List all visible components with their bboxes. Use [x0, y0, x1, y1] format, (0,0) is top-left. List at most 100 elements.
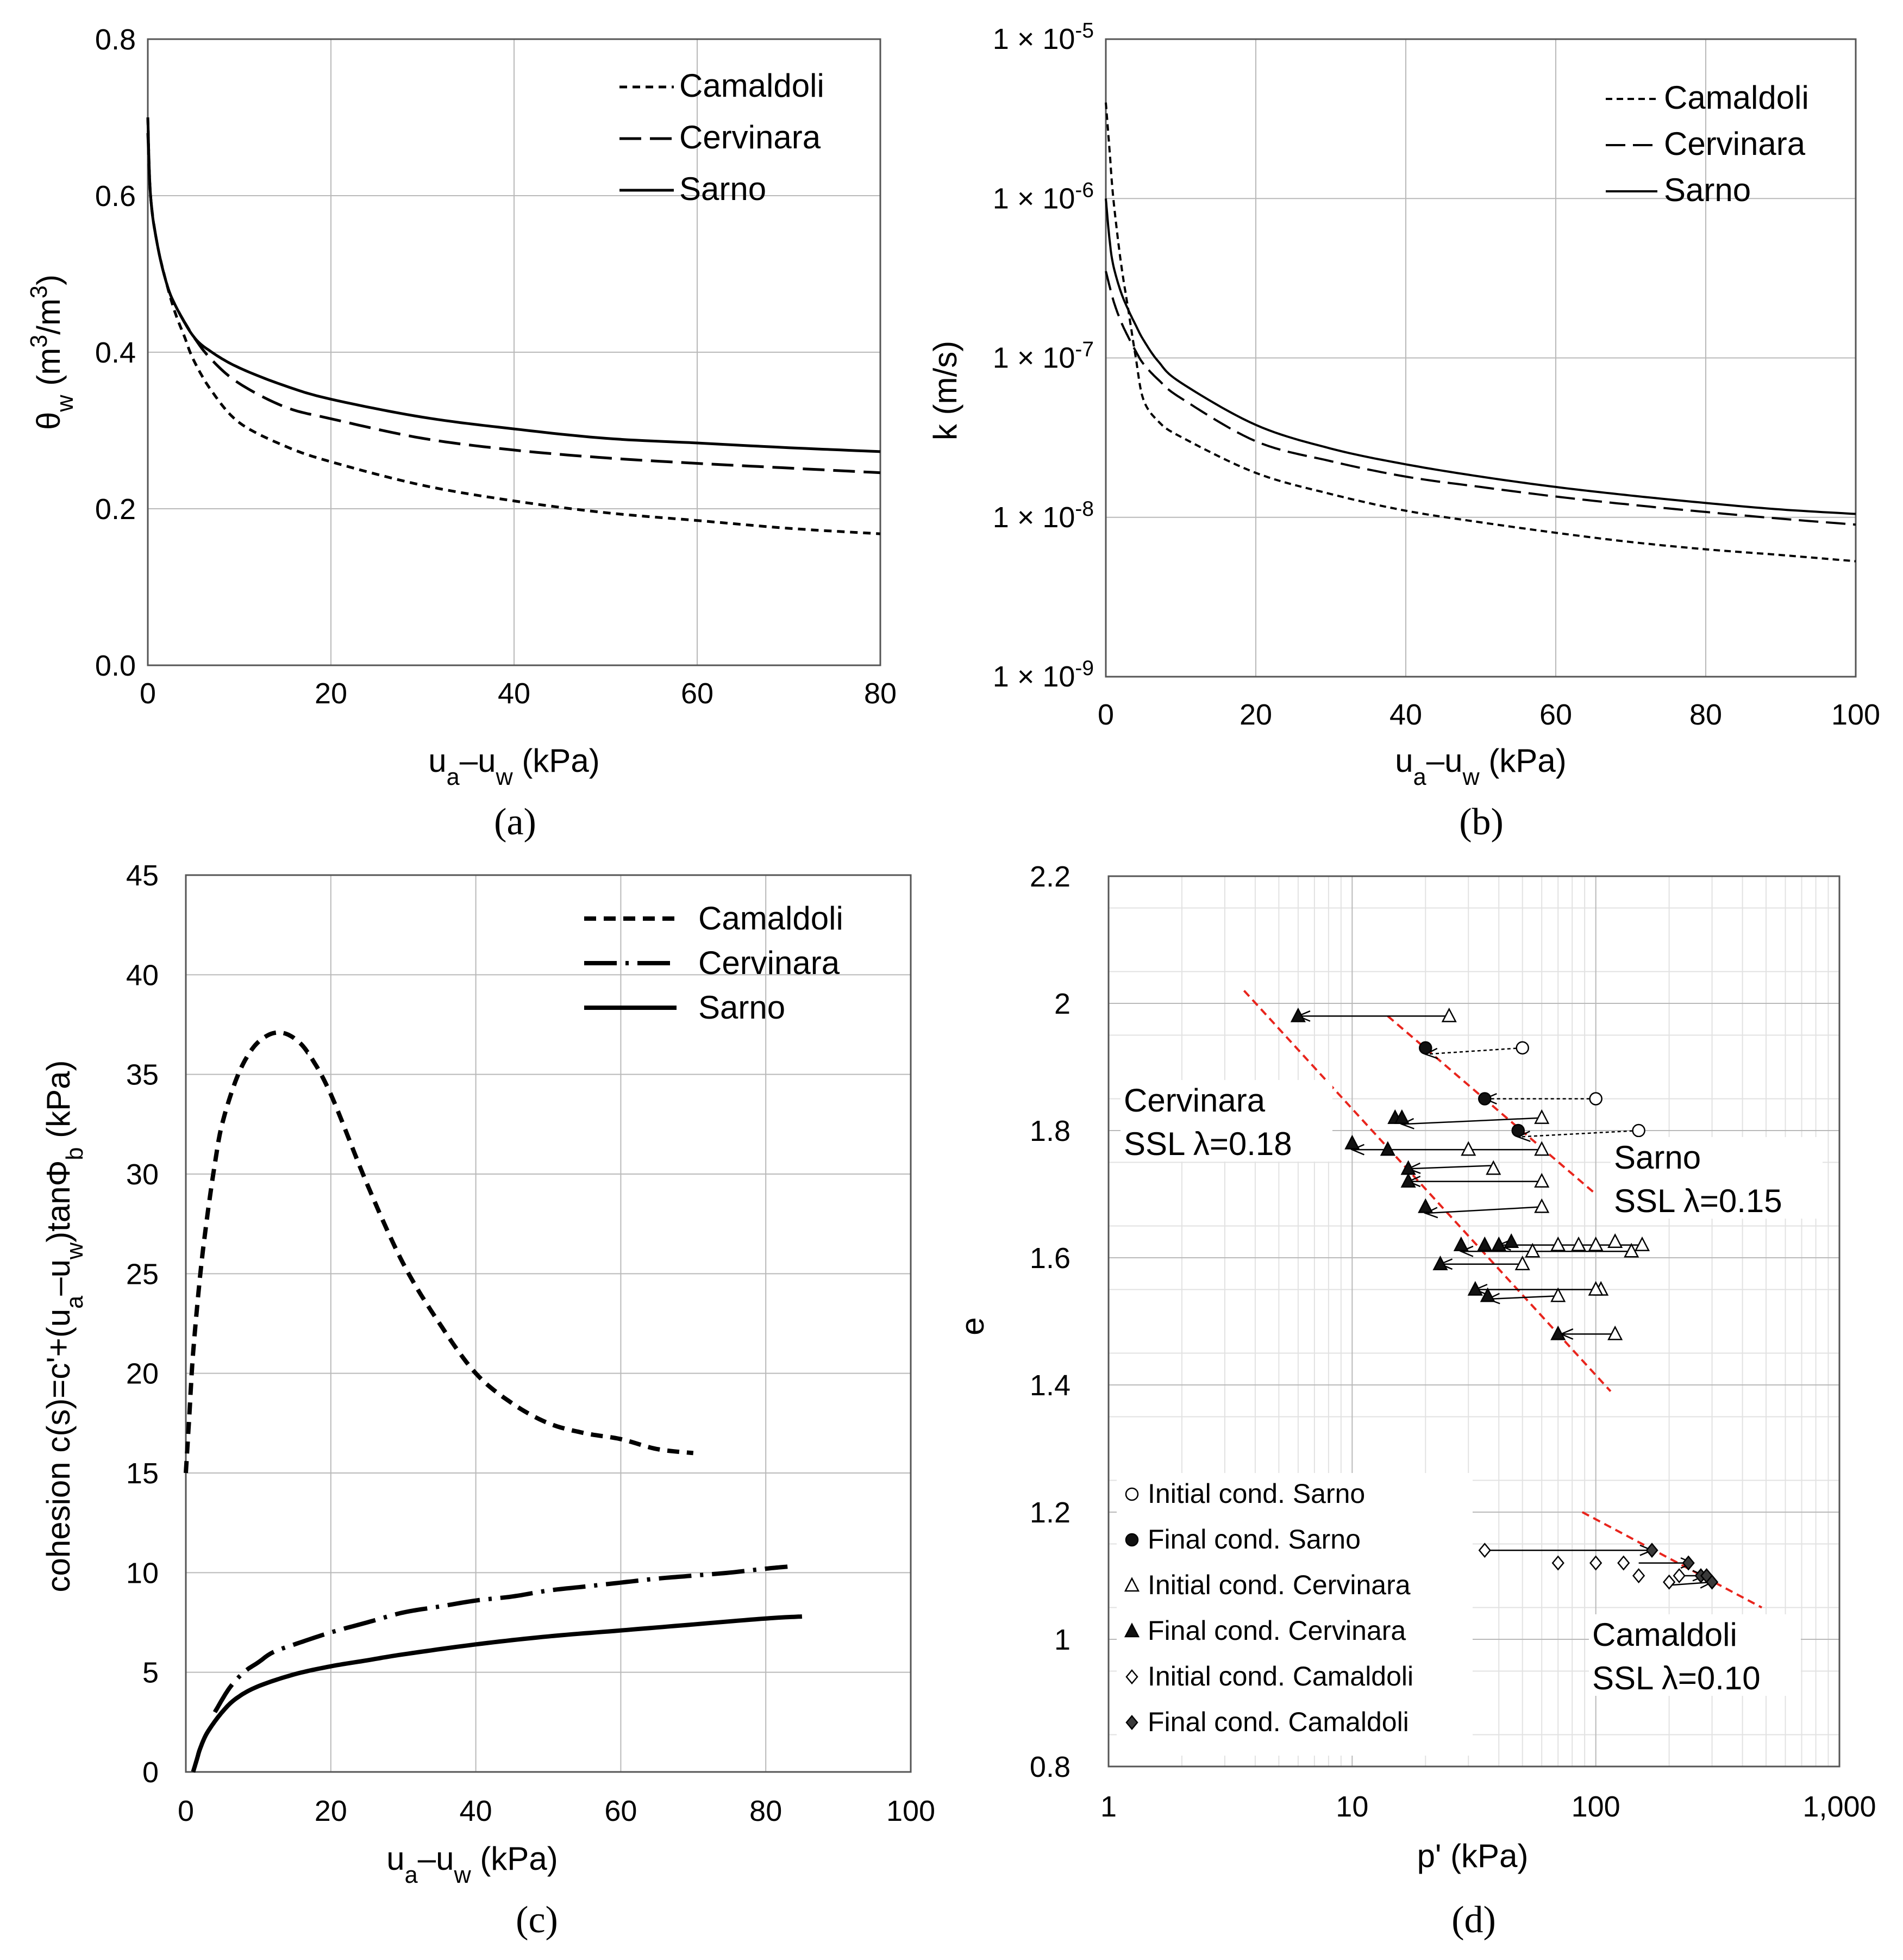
x-axis-label: p' (kPa)	[1417, 1838, 1529, 1874]
plot-frame	[185, 874, 912, 1773]
legend-label: Initial cond. Cervinara	[1148, 1570, 1411, 1600]
data-point-filled-triangle	[1394, 1109, 1410, 1124]
panel-b: 0 20 40 60 80 100 1 × 10-9 1 × 10-8 1 × 10-7 1 × …	[927, 19, 1880, 844]
path-arrow	[1401, 1117, 1542, 1125]
x-tick-label: 20	[315, 677, 347, 710]
data-point-open-diamond	[1663, 1574, 1676, 1590]
y-axis-label: θw (m3/m3)	[26, 274, 78, 430]
path-arrow	[1518, 1129, 1639, 1138]
data-point-filled-triangle	[1477, 1236, 1493, 1251]
legend-label: Cervinara	[1664, 126, 1806, 162]
y-tick-label: 1 × 10-7	[993, 338, 1094, 374]
y-tick-label: 2.2	[1030, 860, 1071, 893]
series-line-camaldoli	[1105, 102, 1856, 563]
plot-frame	[1107, 875, 1841, 1768]
annotation-bg	[1120, 1080, 1332, 1162]
legend-label: Cervinara	[698, 945, 840, 981]
y-tick-label: 30	[126, 1158, 159, 1191]
legend-label: Initial cond. Camaldoli	[1148, 1661, 1413, 1691]
y-tick-label: 0.4	[95, 336, 136, 369]
legend-label: Sarno	[1664, 172, 1751, 208]
data-point-open-triangle	[1461, 1141, 1476, 1156]
arrowhead	[1400, 1118, 1414, 1129]
y-tick-label: 0.8	[95, 23, 136, 56]
x-tick-label: 20	[1240, 698, 1272, 731]
data-point-filled-triangle	[1491, 1236, 1507, 1251]
data-point-filled-diamond	[1645, 1543, 1658, 1558]
series-line-camaldoli	[184, 1030, 694, 1474]
data-point-filled-triangle	[1550, 1325, 1566, 1340]
data-point-filled-triangle	[1344, 1134, 1360, 1150]
data-point-open-diamond	[1589, 1555, 1602, 1571]
data-point-open-diamond	[1632, 1568, 1645, 1583]
legend-label: Final cond. Camaldoli	[1148, 1707, 1409, 1737]
annotation-text: Camaldoli	[1592, 1616, 1737, 1653]
panel-d: 1 10 100 1,000 0.8 1 1.2 1.4 1.6 1.8 2 2.2 Initial c…	[954, 860, 1876, 1941]
data-point-open-triangle	[1607, 1325, 1623, 1340]
ssl-line	[1581, 1511, 1763, 1609]
data-point-filled-circle	[1419, 1041, 1432, 1055]
x-tick-label: 80	[1689, 698, 1722, 731]
data-point-filled-diamond	[1682, 1555, 1695, 1571]
data-point-open-diamond	[1617, 1555, 1630, 1571]
panel-label: (c)	[516, 1899, 558, 1941]
x-axis-label: ua–uw (kPa)	[428, 742, 599, 790]
data-point-open-triangle	[1534, 1198, 1550, 1213]
data-point-open-circle	[1516, 1041, 1529, 1055]
data-point-filled-diamond	[1705, 1574, 1719, 1590]
data-point-filled-triangle	[1380, 1141, 1395, 1156]
annotation-text: Cervinara	[1124, 1082, 1266, 1119]
y-tick-label: 1.6	[1030, 1242, 1071, 1275]
x-tick-label: 100	[1572, 1790, 1620, 1823]
x-axis-label: ua–uw (kPa)	[1395, 742, 1566, 790]
x-tick-label: 60	[681, 677, 713, 710]
arrowhead	[1459, 1245, 1474, 1257]
y-axis-label: k (m/s)	[927, 341, 963, 440]
legend-marker	[1124, 1577, 1140, 1592]
data-point-open-triangle	[1588, 1236, 1604, 1251]
x-tick-label: 40	[498, 677, 530, 710]
data-point-open-diamond	[1551, 1555, 1564, 1571]
y-tick-label: 35	[126, 1059, 159, 1091]
data-point-open-triangle	[1534, 1172, 1550, 1188]
data-point-open-triangle	[1570, 1236, 1587, 1251]
legend-label: Cervinara	[679, 119, 821, 155]
path-arrow	[1408, 1165, 1494, 1170]
path-arrow	[1425, 1047, 1523, 1055]
series-line-cervinara	[1105, 271, 1856, 526]
y-tick-label: 1 × 10-9	[993, 657, 1094, 694]
annotation-text: Sarno	[1614, 1139, 1701, 1176]
data-point-open-triangle	[1486, 1160, 1501, 1175]
ssl-line	[1387, 1015, 1597, 1195]
data-point-filled-triangle	[1467, 1281, 1483, 1296]
x-tick-label: 100	[1831, 698, 1880, 731]
arrowhead	[1424, 1207, 1438, 1219]
y-tick-label: 0.0	[95, 650, 136, 682]
x-tick-label: 1	[1100, 1790, 1117, 1823]
data-point-open-triangle	[1441, 1007, 1457, 1022]
series-line-sarno	[146, 117, 881, 453]
legend-label: Sarno	[698, 989, 785, 1026]
x-tick-label: 60	[604, 1795, 637, 1827]
legend-label: Camaldoli	[698, 900, 843, 937]
data-point-filled-triangle	[1453, 1236, 1469, 1251]
y-tick-label: 40	[126, 959, 159, 991]
x-axis-label: ua–uw (kPa)	[386, 1840, 558, 1888]
panel-a: 0 20 40 60 80 0.0 0.2 0.4 0.6 0.8 Camaldoli Cervina…	[26, 23, 897, 843]
legend-label: Camaldoli	[1664, 79, 1809, 116]
x-tick-label: 100	[886, 1795, 935, 1827]
x-tick-label: 40	[1389, 698, 1422, 731]
x-tick-label: 60	[1539, 698, 1572, 731]
legend-marker	[1125, 1487, 1139, 1501]
legend-marker	[1125, 1533, 1139, 1547]
data-point-filled-triangle	[1400, 1172, 1416, 1188]
y-tick-label: 1 × 10-6	[993, 178, 1094, 215]
x-tick-label: 0	[140, 677, 156, 710]
data-point-open-triangle	[1534, 1109, 1550, 1124]
data-point-filled-circle	[1511, 1123, 1525, 1138]
x-tick-label: 1,000	[1802, 1790, 1876, 1823]
data-point-open-triangle	[1550, 1287, 1566, 1302]
y-tick-label: 1.4	[1030, 1369, 1071, 1402]
data-point-filled-triangle	[1504, 1233, 1519, 1248]
x-tick-label: 80	[864, 677, 897, 710]
